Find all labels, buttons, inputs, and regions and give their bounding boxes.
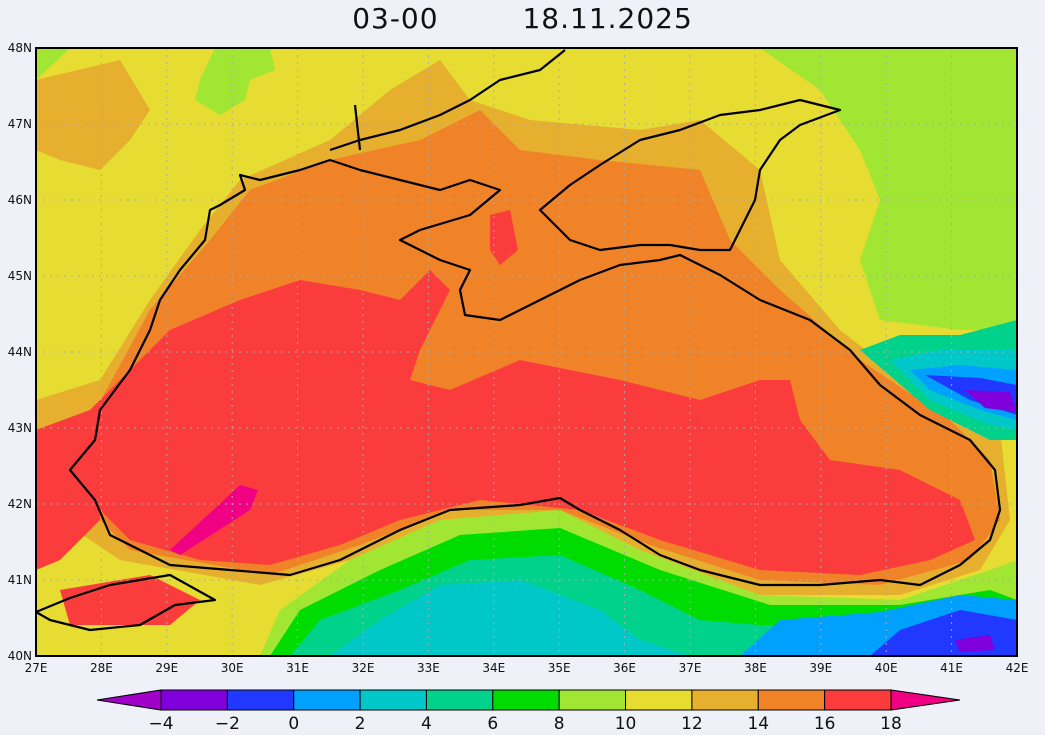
forecast-time: 03-00 [352,2,439,35]
lat-tick-label: 44N [8,345,32,359]
lat-tick-label: 43N [8,421,32,435]
lon-tick-label: 42E [1006,661,1029,675]
lon-tick-label: 38E [744,661,767,675]
colorbar-arrow-high [890,689,961,711]
colorbar: −4 −2 0 2 4 6 8 10 12 14 16 18 [96,689,961,734]
lon-tick-label: 29E [155,661,178,675]
lat-tick-label: 47N [8,117,32,131]
temperature-field [36,48,1017,656]
colorbar-label: 0 [288,714,299,734]
colorbar-swatch [824,689,892,711]
map-title: 03-00 18.11.2025 [0,2,1045,35]
colorbar-swatch [492,689,560,711]
colorbar-arrow-low [96,689,162,711]
lon-tick-label: 31E [286,661,309,675]
lon-tick-label: 28E [90,661,113,675]
lon-tick-label: 30E [221,661,244,675]
colorbar-label: 16 [814,714,836,734]
lon-tick-label: 37E [679,661,702,675]
lat-tick-label: 48N [8,41,32,55]
lon-tick-label: 39E [809,661,832,675]
colorbar-swatch [558,689,627,711]
colorbar-swatch [160,689,228,711]
lat-tick-label: 40N [8,649,32,663]
lon-tick-label: 34E [482,661,505,675]
colorbar-label: 4 [421,714,432,734]
colorbar-label: −2 [215,714,240,734]
lon-tick-label: 41E [940,661,963,675]
forecast-date: 18.11.2025 [522,2,693,35]
lon-tick-label: 40E [875,661,898,675]
colorbar-label: 18 [880,714,902,734]
colorbar-swatch [625,689,693,711]
lat-tick-label: 42N [8,497,32,511]
lon-tick-label: 27E [25,661,48,675]
colorbar-swatch [293,689,361,711]
lat-tick-label: 45N [8,269,32,283]
lon-tick-label: 33E [417,661,440,675]
axis-ticks: 27E 28E 29E 30E 31E 32E 33E 34E 35E 36E 37E 38E 39E 4… [8,41,1029,675]
map-frame [35,47,1018,657]
colorbar-label: 8 [554,714,565,734]
colorbar-label: 6 [487,714,498,734]
colorbar-swatch [226,689,295,711]
coastline [34,49,1002,632]
lat-tick-label: 46N [8,193,32,207]
colorbar-label: 14 [747,714,769,734]
colorbar-label: 2 [355,714,366,734]
colorbar-label: 12 [681,714,703,734]
lon-tick-label: 35E [548,661,571,675]
lat-tick-label: 41N [8,573,32,587]
colorbar-swatch [691,689,759,711]
colorbar-label: −4 [148,714,173,734]
colorbar-swatch [425,689,494,711]
lon-tick-label: 32E [352,661,375,675]
colorbar-label: 10 [615,714,637,734]
lon-tick-label: 36E [613,661,636,675]
colorbar-swatch [757,689,826,711]
colorbar-swatch [359,689,427,711]
